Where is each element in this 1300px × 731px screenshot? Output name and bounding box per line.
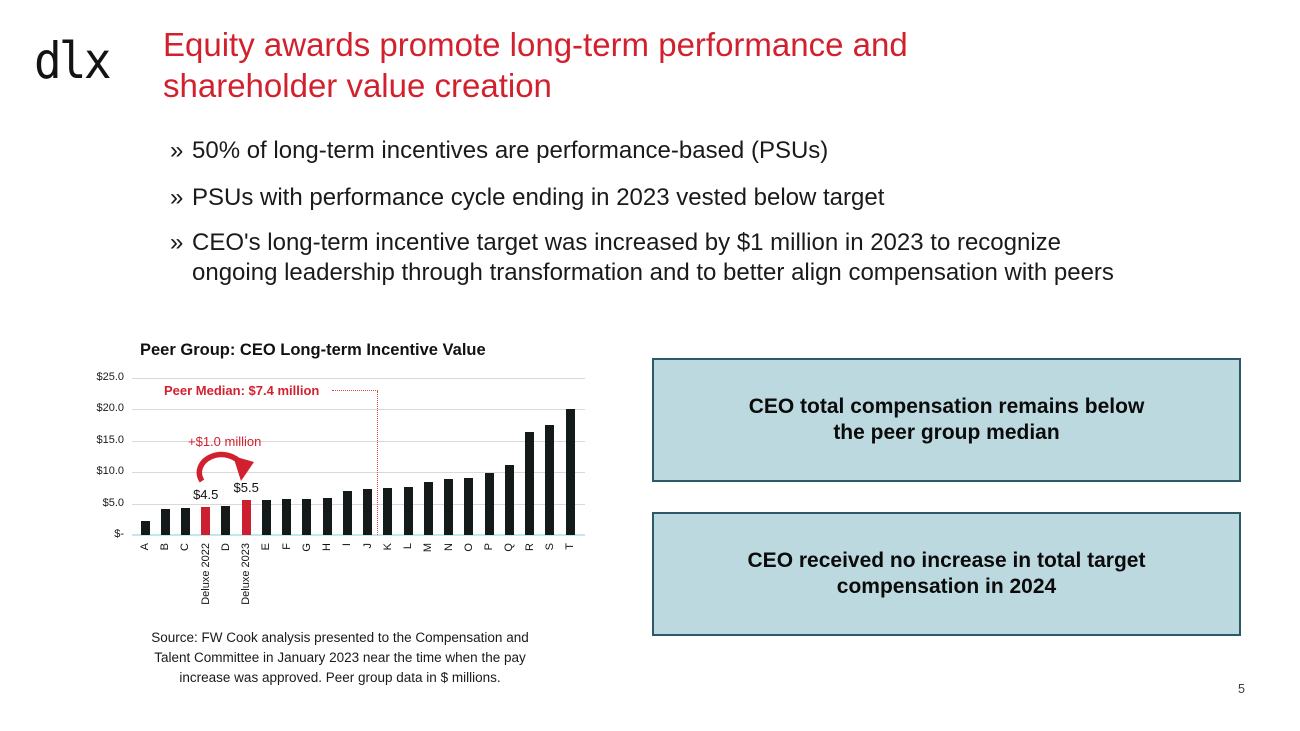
bullet-text-line: CEO's long-term incentive target was inc… xyxy=(192,229,1062,256)
bar xyxy=(403,486,413,535)
y-axis-label: $- xyxy=(114,528,124,540)
bar xyxy=(565,409,575,535)
bar-value-label: $4.5 xyxy=(193,486,219,502)
dlx-logo: dlx xyxy=(34,32,112,90)
bullet-text-line: PSUs with performance cycle ending in 20… xyxy=(192,184,885,211)
gridline xyxy=(132,503,585,505)
bar xyxy=(180,507,190,535)
x-axis-label: R xyxy=(523,543,536,551)
bullet-marker: » xyxy=(170,137,184,164)
x-axis-label: G xyxy=(300,543,313,552)
chart-title: Peer Group: CEO Long-term Incentive Valu… xyxy=(140,341,486,359)
increase-annotation: +$1.0 million xyxy=(188,434,262,449)
x-axis-label: S xyxy=(543,543,556,551)
bar xyxy=(464,477,474,535)
x-axis-label: F xyxy=(280,543,293,550)
source-note: Source: FW Cook analysis presented to th… xyxy=(98,628,582,688)
x-axis-label: M xyxy=(422,543,435,553)
source-note-line: Talent Committee in January 2023 near th… xyxy=(154,650,526,665)
bar xyxy=(221,506,231,535)
bar xyxy=(282,499,292,535)
x-axis-label: Deluxe 2022 xyxy=(199,543,212,605)
x-axis-label: Deluxe 2023 xyxy=(240,543,253,605)
gridline xyxy=(132,472,585,474)
x-axis-label: D xyxy=(219,543,232,551)
y-axis-label: $15.0 xyxy=(96,433,124,446)
callout-text-line: CEO received no increase in total target xyxy=(747,549,1146,572)
source-note-line: Source: FW Cook analysis presented to th… xyxy=(151,630,529,645)
x-axis-label: C xyxy=(179,543,192,551)
callout-text-line: CEO total compensation remains below xyxy=(748,395,1145,418)
bar-value-label: $5.5 xyxy=(233,480,259,496)
bar xyxy=(545,425,555,535)
page-title-line: Equity awards promote long-term performa… xyxy=(163,26,908,63)
callout-text-line: the peer group median xyxy=(833,421,1060,444)
bullet-item: » CEO's long-term incentive target was i… xyxy=(170,228,1114,288)
bar xyxy=(423,482,433,535)
callout-box-peer-median: CEO total compensation remains below the… xyxy=(652,358,1241,482)
page-title-line: shareholder value creation xyxy=(163,67,552,104)
x-axis-label: P xyxy=(483,543,496,551)
bullet-marker: » xyxy=(170,184,184,211)
x-axis-label: H xyxy=(321,543,334,551)
bar xyxy=(363,489,373,535)
bar xyxy=(342,491,352,535)
bullet-marker: » xyxy=(170,229,184,256)
y-axis-label: $5.0 xyxy=(102,496,124,509)
gridline xyxy=(132,409,585,411)
increase-arrow-icon xyxy=(196,451,254,483)
bullet-text-line: 50% of long-term incentives are performa… xyxy=(192,137,829,164)
bar xyxy=(383,487,393,535)
bar xyxy=(525,432,535,535)
bullet-text: 50% of long-term incentives are performa… xyxy=(192,136,828,166)
bullet-item: » 50% of long-term incentives are perfor… xyxy=(170,136,828,166)
x-axis-label: A xyxy=(139,543,151,551)
bar-highlighted xyxy=(201,506,211,535)
y-axis-label: $10.0 xyxy=(96,465,124,478)
bar xyxy=(504,464,514,535)
bar xyxy=(484,472,494,535)
y-axis-label: $25.0 xyxy=(96,371,124,383)
x-axis-label: L xyxy=(402,543,415,550)
x-axis-line xyxy=(132,534,585,536)
bar xyxy=(160,509,170,535)
page-title: Equity awards promote long-term performa… xyxy=(163,24,908,106)
bar xyxy=(444,479,454,535)
peer-median-annotation: Peer Median: $7.4 million xyxy=(164,383,320,398)
gridline xyxy=(132,378,585,379)
y-axis-label: $20.0 xyxy=(96,402,124,415)
peer-median-dotted-line-vertical xyxy=(377,391,378,535)
x-axis-label: E xyxy=(260,543,273,551)
x-axis-label: O xyxy=(462,543,475,552)
x-axis-label: N xyxy=(442,543,455,551)
page-number: 5 xyxy=(1238,682,1245,696)
x-axis-label: T xyxy=(564,543,577,550)
callout-text-line: compensation in 2024 xyxy=(836,575,1057,598)
callout-box-no-increase: CEO received no increase in total target… xyxy=(652,512,1241,636)
x-axis-label: Q xyxy=(503,543,516,552)
bar xyxy=(302,498,312,535)
x-axis-label: B xyxy=(159,543,172,551)
bullet-text: PSUs with performance cycle ending in 20… xyxy=(192,183,884,213)
peer-median-dotted-line-horizontal xyxy=(332,390,378,391)
bar xyxy=(261,499,271,535)
source-note-line: increase was approved. Peer group data i… xyxy=(179,670,501,685)
bar-highlighted xyxy=(241,500,251,535)
x-axis-label: K xyxy=(381,543,394,551)
x-axis-label: I xyxy=(341,543,354,547)
bar xyxy=(322,497,332,535)
x-axis-label: J xyxy=(361,543,374,549)
bullet-item: » PSUs with performance cycle ending in … xyxy=(170,183,884,213)
gridline xyxy=(132,440,585,442)
bullet-text: CEO's long-term incentive target was inc… xyxy=(192,228,1114,288)
bar xyxy=(140,521,150,535)
bullet-text-line: ongoing leadership through transformatio… xyxy=(192,259,1114,286)
